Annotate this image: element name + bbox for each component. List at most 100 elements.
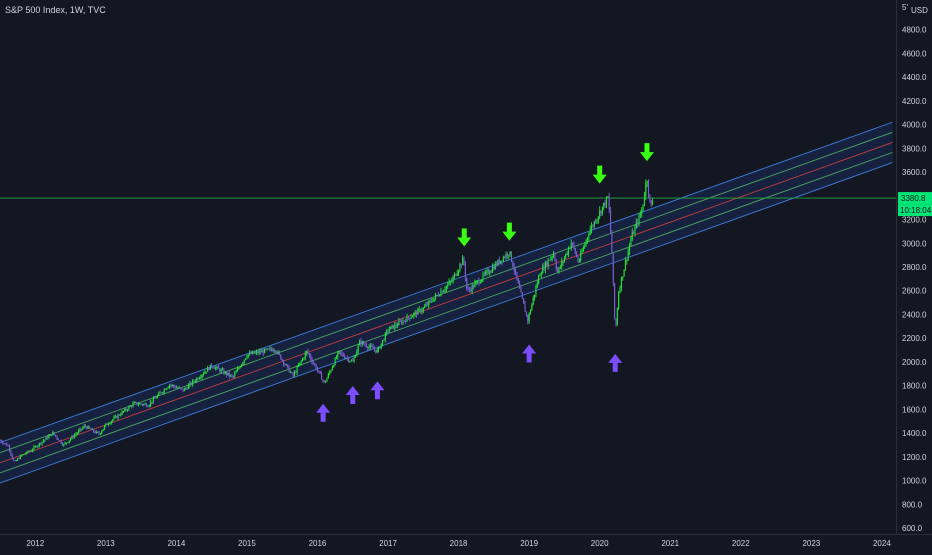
candle-body — [578, 260, 580, 262]
candle-body — [53, 432, 55, 435]
candle-body — [190, 382, 192, 385]
candle-body — [339, 350, 342, 353]
candle-body — [14, 460, 16, 462]
candle-body — [559, 266, 561, 268]
y-tick-label: 800.0 — [902, 500, 923, 509]
candle-body — [169, 384, 171, 388]
candle-body — [341, 352, 343, 354]
candle-body — [33, 446, 35, 450]
candle-body — [128, 406, 130, 410]
candle-body — [293, 372, 295, 376]
candle-body — [460, 264, 462, 266]
candle-body — [566, 253, 568, 255]
candle-body — [156, 395, 158, 398]
candle-body — [6, 443, 8, 446]
candle-body — [557, 269, 559, 273]
candle-body — [337, 352, 339, 358]
candle-body — [150, 401, 152, 406]
candle-body — [593, 221, 595, 227]
y-axis-top-label: 5' — [902, 3, 908, 12]
candle-body — [129, 405, 131, 407]
candle-body — [540, 273, 542, 275]
candle-body — [72, 436, 74, 438]
candle-body — [434, 294, 437, 299]
candle-body — [257, 351, 259, 354]
candle-body — [643, 195, 646, 205]
candle-body — [515, 271, 517, 272]
candle-body — [188, 385, 190, 389]
candle-body — [314, 363, 316, 366]
candle-body — [88, 426, 91, 429]
candle-body — [308, 353, 310, 356]
candle-body — [517, 278, 519, 284]
candle-body — [117, 414, 119, 418]
candle-body — [498, 259, 500, 264]
candle-body — [551, 256, 553, 258]
candle-body — [479, 282, 481, 284]
y-tick-label: 1800.0 — [902, 382, 927, 391]
candle-body — [619, 288, 621, 293]
candle-body — [103, 425, 106, 429]
candle-body — [521, 292, 523, 299]
candle-body — [211, 364, 213, 367]
y-tick-label: 3800.0 — [902, 144, 927, 153]
candle-body — [433, 298, 435, 302]
candle-body — [525, 311, 527, 316]
candle-body — [588, 234, 590, 238]
y-tick-label: 600.0 — [902, 524, 923, 533]
x-tick-label: 2018 — [450, 539, 468, 548]
candle-body — [415, 311, 418, 315]
candle-body — [334, 358, 336, 366]
candle-body — [534, 294, 536, 298]
candle-body — [99, 433, 101, 435]
candle-body — [358, 340, 361, 346]
candle-body — [349, 361, 351, 362]
regression-channel-line — [0, 141, 893, 464]
candle-body — [356, 351, 358, 357]
candle-body — [278, 351, 281, 355]
candle-body — [600, 210, 602, 214]
candle-body — [605, 196, 608, 206]
candle-body — [57, 438, 59, 441]
candle-body — [254, 352, 256, 354]
candle-body — [177, 387, 179, 389]
candle-body — [595, 221, 597, 223]
candle-body — [30, 450, 32, 452]
candle-body — [281, 359, 283, 361]
candle-body — [368, 346, 370, 349]
candle-body — [403, 320, 405, 322]
candle-body — [451, 280, 453, 282]
candle-body — [310, 355, 312, 360]
candle-body — [315, 365, 317, 370]
x-tick-label: 2012 — [26, 539, 44, 548]
candle-body — [17, 458, 19, 461]
arrow-up-icon — [370, 381, 385, 400]
candle-body — [223, 369, 225, 374]
candle-body — [269, 348, 271, 350]
candle-body — [449, 281, 451, 283]
candle-body — [510, 251, 513, 262]
candle-body — [331, 367, 333, 371]
candle-body — [599, 210, 601, 217]
candle-body — [122, 411, 125, 412]
candle-body — [626, 259, 628, 261]
candle-body — [166, 388, 168, 390]
candle-body — [202, 373, 205, 375]
candle-body — [447, 284, 449, 287]
candle-body — [133, 402, 135, 404]
candle-body — [327, 373, 329, 379]
x-tick-label: 2020 — [591, 539, 609, 548]
candle-body — [159, 392, 161, 394]
candle-body — [472, 285, 475, 288]
candle-body — [394, 324, 396, 329]
candle-body — [265, 348, 267, 350]
candle-body — [367, 346, 369, 349]
candle-body — [414, 311, 416, 314]
candle-body — [570, 243, 572, 248]
candle-body — [38, 443, 40, 446]
candle-body — [68, 440, 70, 443]
candle-body — [630, 239, 632, 246]
x-tick-label: 2014 — [167, 539, 185, 548]
candle-body — [185, 388, 187, 390]
